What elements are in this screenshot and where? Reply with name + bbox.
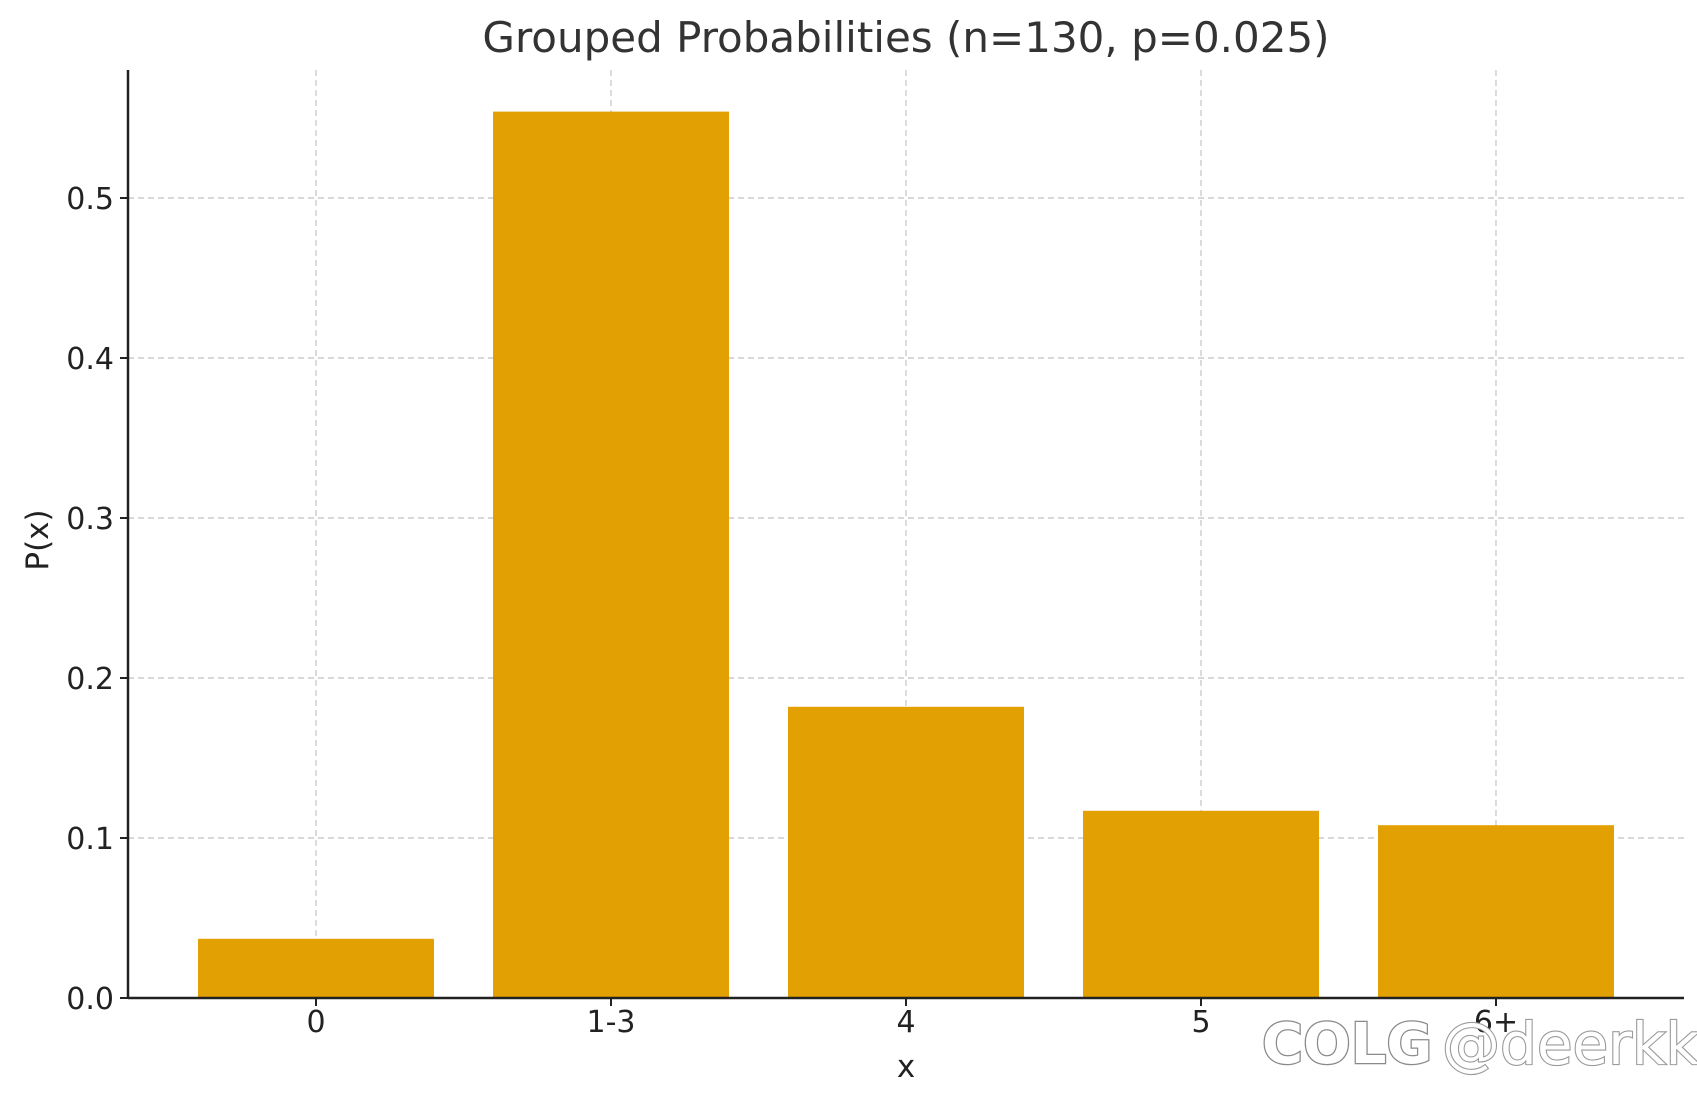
y-axis-label: P(x) bbox=[20, 509, 56, 570]
x-tick-label: 6+ bbox=[1474, 1005, 1518, 1040]
x-tick-label: 0 bbox=[306, 1005, 325, 1040]
bar bbox=[493, 111, 729, 999]
y-tick-label: 0.1 bbox=[66, 822, 114, 857]
bar bbox=[198, 938, 434, 998]
bar bbox=[1083, 810, 1319, 998]
y-ticks: 0.0 0.1 0.2 0.3 0.4 0.5 bbox=[66, 182, 128, 1017]
watermark-logo: COLG bbox=[1262, 1012, 1432, 1077]
watermark-handle: @deerkk bbox=[1442, 1010, 1697, 1078]
watermark: COLG @deerkk bbox=[1261, 1009, 1697, 1079]
y-tick-label: 0.2 bbox=[66, 662, 114, 697]
x-axis-label: x bbox=[897, 1049, 915, 1085]
y-tick-label: 0.3 bbox=[66, 502, 114, 537]
x-ticks: 0 1-3 4 5 6+ bbox=[306, 998, 1518, 1040]
y-tick-label: 0.5 bbox=[66, 182, 114, 217]
bars bbox=[198, 111, 1614, 999]
x-tick-label: 5 bbox=[1191, 1005, 1210, 1040]
x-tick-label: 4 bbox=[896, 1005, 915, 1040]
bar bbox=[788, 706, 1024, 998]
bar bbox=[1378, 825, 1614, 998]
y-tick-label: 0.4 bbox=[66, 342, 114, 377]
x-tick-label: 1-3 bbox=[587, 1005, 636, 1040]
y-tick-label: 0.0 bbox=[66, 982, 114, 1017]
chart-title: Grouped Probabilities (n=130, p=0.025) bbox=[482, 13, 1329, 62]
